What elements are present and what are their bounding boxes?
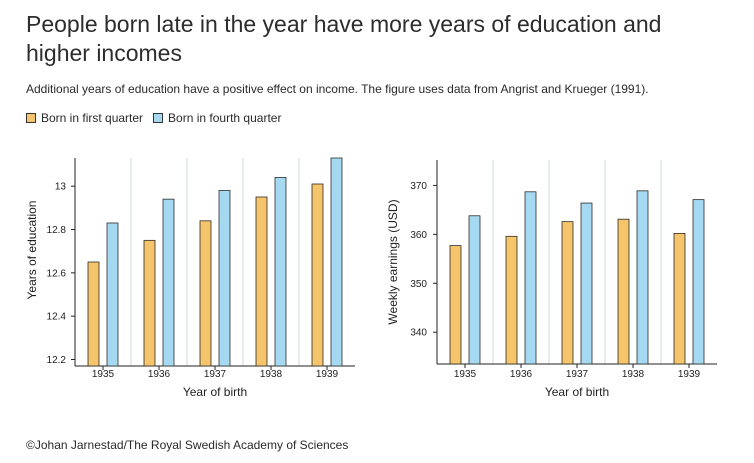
bar-first-quarter-1936 (505, 235, 518, 365)
bar-first-quarter-1935 (449, 245, 462, 365)
x-axis-label: Year of birth (545, 385, 609, 399)
y-axis-label: Weekly earnings (USD) (386, 199, 400, 324)
bar-fourth-quarter-1936 (162, 198, 175, 367)
x-tick-label: 1935 (92, 369, 115, 380)
bar-first-quarter-1938 (617, 218, 630, 365)
bar-first-quarter-1937 (561, 221, 574, 365)
y-tick-label: 370 (410, 181, 427, 192)
legend-item-fourth-quarter: Born in fourth quarter (153, 111, 281, 125)
legend-item-first-quarter: Born in first quarter (26, 111, 143, 125)
y-axis-label: Years of education (25, 201, 39, 300)
y-tick-label: 360 (410, 230, 427, 241)
x-tick-label: 1938 (622, 369, 645, 380)
bar-first-quarter-1936 (143, 239, 156, 367)
bar-fourth-quarter-1935 (106, 222, 119, 367)
legend-label-first-quarter: Born in first quarter (41, 111, 144, 125)
bar-fourth-quarter-1939 (330, 157, 343, 367)
legend: Born in first quarter Born in fourth qua… (26, 111, 291, 125)
bar-fourth-quarter-1938 (636, 190, 649, 365)
legend-swatch-first-quarter (26, 113, 36, 123)
bar-first-quarter-1938 (255, 196, 268, 367)
y-tick-label: 350 (410, 279, 427, 290)
legend-label-fourth-quarter: Born in fourth quarter (168, 111, 282, 125)
bar-fourth-quarter-1939 (692, 199, 705, 365)
y-tick-label: 13 (55, 182, 67, 193)
y-tick-label: 12.4 (47, 312, 67, 323)
bar-fourth-quarter-1935 (468, 215, 481, 365)
bar-fourth-quarter-1937 (218, 190, 231, 367)
x-tick-label: 1939 (678, 369, 701, 380)
x-tick-label: 1938 (260, 369, 283, 380)
x-tick-label: 1939 (316, 369, 339, 380)
y-tick-label: 12.2 (47, 355, 67, 366)
x-tick-label: 1937 (204, 369, 227, 380)
chart-title: People born late in the year have more y… (26, 11, 662, 66)
x-tick-label: 1935 (454, 369, 477, 380)
x-tick-label: 1936 (148, 369, 171, 380)
chart-subtitle: Additional years of education have a pos… (26, 82, 649, 96)
bar-first-quarter-1939 (311, 183, 324, 367)
x-tick-label: 1936 (510, 369, 533, 380)
y-tick-label: 12.6 (47, 268, 67, 279)
x-tick-label: 1937 (566, 369, 589, 380)
legend-swatch-fourth-quarter (153, 113, 164, 123)
bar-first-quarter-1939 (673, 232, 686, 365)
y-tick-label: 340 (410, 328, 427, 339)
bar-first-quarter-1937 (199, 220, 212, 367)
x-axis-label: Year of birth (183, 385, 247, 399)
bar-first-quarter-1935 (87, 261, 100, 367)
bar-fourth-quarter-1937 (580, 202, 593, 365)
bar-fourth-quarter-1938 (274, 177, 287, 367)
credit-line: ©Johan Jarnestad/The Royal Swedish Acade… (26, 438, 349, 452)
y-tick-label: 12.8 (47, 225, 67, 236)
bar-fourth-quarter-1936 (524, 191, 537, 365)
